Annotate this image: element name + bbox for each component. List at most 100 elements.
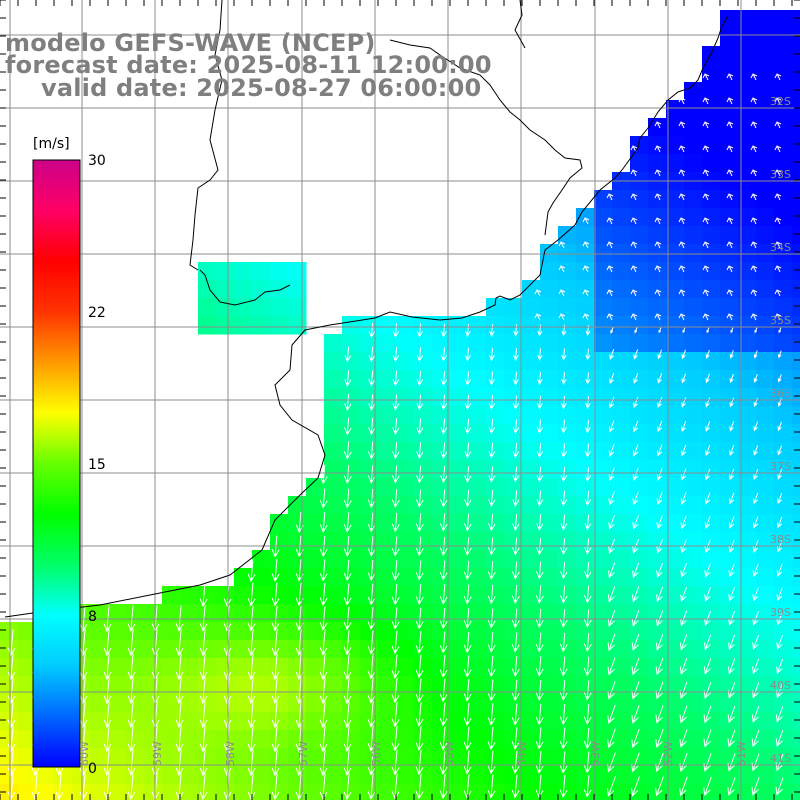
wind-arrow (751, 682, 760, 699)
field-cell (360, 442, 379, 461)
field-cell (792, 82, 800, 101)
field-cell (126, 784, 145, 800)
field-cell (558, 640, 577, 659)
field-cell (432, 604, 451, 623)
field-cell (594, 442, 613, 461)
field-cell (648, 658, 667, 677)
field-cell (666, 118, 685, 137)
field-cell (738, 730, 757, 749)
field-cell (756, 460, 775, 479)
field-cell (486, 370, 505, 389)
field-cell (558, 586, 577, 605)
lat-label: 40S (770, 679, 791, 692)
field-cell (108, 640, 127, 659)
field-cell (486, 658, 505, 677)
field-cell (126, 766, 145, 785)
field-cell (648, 136, 667, 155)
field-cell (666, 532, 685, 551)
field-cell (234, 658, 253, 677)
wind-arrow (512, 490, 520, 507)
field-cell (252, 316, 271, 335)
field-cell (378, 460, 397, 479)
wind-arrow (440, 371, 448, 386)
field-cell (756, 442, 775, 461)
field-cell (432, 568, 451, 587)
wind-arrow (680, 515, 687, 530)
field-cell (612, 442, 631, 461)
field-cell (414, 766, 433, 785)
field-cell (738, 406, 757, 425)
field-cell (324, 460, 343, 479)
field-cell (684, 424, 703, 443)
field-cell (756, 550, 775, 569)
field-cell (432, 748, 451, 767)
field-cell (702, 208, 721, 227)
field-cell (396, 658, 415, 677)
field-cell (342, 658, 361, 677)
field-cell (324, 532, 343, 551)
wind-arrow (583, 656, 592, 677)
field-cell (594, 694, 613, 713)
field-cell (612, 550, 631, 569)
field-cell (324, 676, 343, 695)
field-cell (378, 748, 397, 767)
field-cell (234, 766, 253, 785)
field-cell (702, 370, 721, 389)
field-cell (774, 478, 793, 497)
field-cell (612, 640, 631, 659)
field-cell (144, 658, 163, 677)
wind-arrow (439, 750, 448, 775)
field-cell (648, 334, 667, 353)
field-cell (774, 190, 793, 209)
field-cell (414, 640, 433, 659)
field-cell (270, 316, 289, 335)
wind-arrow (632, 491, 639, 506)
field-cell (630, 784, 649, 800)
field-cell (270, 676, 289, 695)
field-cell (738, 712, 757, 731)
field-cell (378, 640, 397, 659)
wind-arrow (392, 346, 400, 363)
wind-arrow (343, 773, 352, 800)
field-cell (720, 298, 739, 317)
wind-arrow (726, 145, 734, 153)
wind-arrow (679, 705, 688, 724)
field-cell (396, 352, 415, 371)
wind-arrow (778, 327, 782, 334)
field-cell (0, 658, 19, 677)
field-cell (684, 226, 703, 245)
wind-arrow (729, 444, 735, 456)
field-cell (198, 298, 217, 317)
wind-arrow (657, 349, 663, 360)
field-cell (684, 568, 703, 587)
field-cell (648, 784, 667, 800)
lat-label: 34S (770, 241, 791, 254)
wind-arrow (606, 217, 614, 225)
field-cell (774, 28, 793, 47)
field-cell (414, 406, 433, 425)
field-cell (522, 406, 541, 425)
field-cell (792, 676, 800, 695)
field-cell (702, 784, 721, 800)
field-cell (18, 676, 37, 695)
wind-arrow (511, 632, 520, 653)
field-cell (558, 568, 577, 587)
field-cell (792, 226, 800, 245)
wind-arrow (774, 97, 782, 105)
field-cell (666, 676, 685, 695)
wind-arrow (657, 373, 663, 384)
field-cell (468, 694, 487, 713)
field-cell (414, 532, 433, 551)
field-cell (630, 676, 649, 695)
field-cell (522, 658, 541, 677)
wind-arrow (774, 289, 782, 297)
field-cell (594, 586, 613, 605)
wind-arrow (730, 327, 734, 334)
field-cell (108, 766, 127, 785)
wind-arrow (585, 396, 591, 409)
field-cell (540, 352, 559, 371)
field-cell (540, 298, 559, 317)
lon-label: 54W (516, 741, 529, 766)
wind-arrow (536, 490, 544, 507)
field-cell (576, 388, 595, 407)
